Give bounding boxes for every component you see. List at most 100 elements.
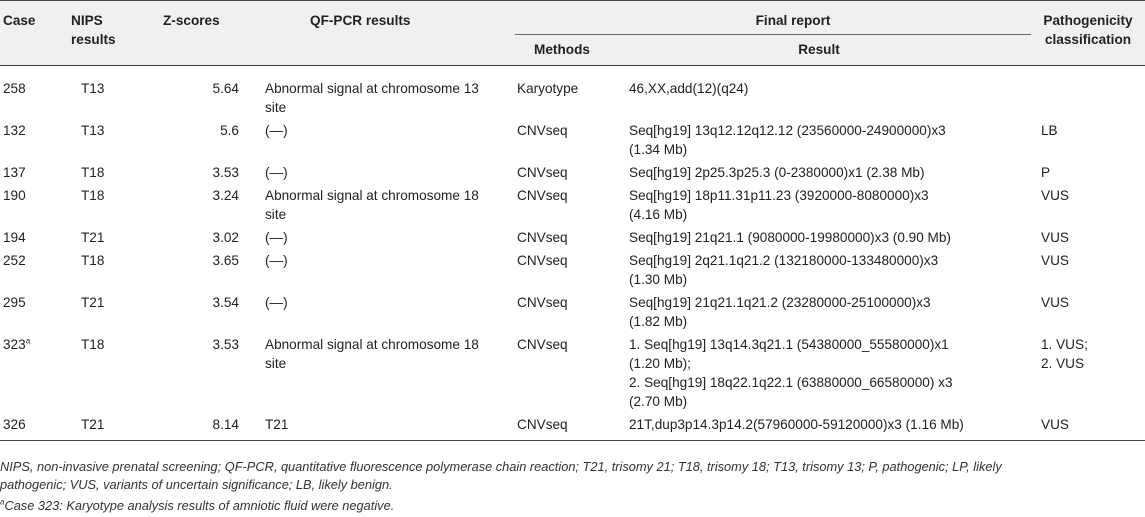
pathogenicity-line: P xyxy=(1041,165,1051,180)
result-line: (4.16 Mb) xyxy=(629,207,688,222)
result-line: (1.34 Mb) xyxy=(629,142,688,157)
cell-z-score: 3.65 xyxy=(212,253,239,268)
case-number: 132 xyxy=(3,123,26,138)
cell-qf-pcr: (—) xyxy=(246,119,515,161)
table-row: 326 T21 8.14 T21 CNVseq 21T,dup3p14.3p14.2(57… xyxy=(0,413,1145,441)
cell-method: Karyotype xyxy=(517,81,579,96)
cell-qf-pcr: Abnormal signal at chromosome 18 site xyxy=(246,184,515,226)
result-line: (1.20 Mb); xyxy=(629,356,691,371)
header-nips-line1: NIPS xyxy=(71,13,103,28)
cell-qf-pcr: (—) xyxy=(246,161,515,184)
cell-case: 190 xyxy=(0,184,66,226)
header-pathogenicity: Pathogenicity classification xyxy=(1031,0,1145,66)
footnote-abbrev-line2: pathogenic; VUS, variants of uncertain s… xyxy=(0,477,393,492)
header-methods: Methods xyxy=(515,34,607,66)
pathogenicity-line: 2. VUS xyxy=(1041,356,1085,371)
header-result: Result xyxy=(607,34,1031,66)
cell-method: CNVseq xyxy=(517,123,568,138)
header-final-report: Final report xyxy=(515,0,1031,35)
cell-nips: T13 xyxy=(81,123,105,138)
cell-pathogenicity: VUS xyxy=(1031,184,1145,226)
cell-z-score: 5.64 xyxy=(212,81,239,96)
case-number: 137 xyxy=(3,165,26,180)
cell-case: 323a xyxy=(0,333,66,413)
table-row: 252 T18 3.65 (—) CNVseq Seq[hg19] 2q21.1q21.2… xyxy=(0,249,1145,291)
footnote-note: Case 323: Karyotype analysis results of … xyxy=(4,498,395,513)
header-qf-pcr: QF-PCR results xyxy=(246,0,515,66)
cell-nips: T18 xyxy=(81,188,105,203)
cell-method: CNVseq xyxy=(517,295,568,310)
cell-method: CNVseq xyxy=(517,337,568,352)
case-number: 194 xyxy=(3,230,26,245)
cell-result: 21T,dup3p14.3p14.2(57960000-59120000)x3 … xyxy=(607,413,1031,441)
cell-nips: T21 xyxy=(81,295,105,310)
cell-case: 252 xyxy=(0,249,66,291)
cell-result: 46,XX,add(12)(q24) xyxy=(607,66,1031,120)
table-header: Case NIPS results Z-scores QF-PCR result… xyxy=(0,0,1145,66)
case-number: 252 xyxy=(3,253,26,268)
cell-pathogenicity: 1. VUS; 2. VUS xyxy=(1031,333,1145,413)
result-line: (2.70 Mb) xyxy=(629,394,688,409)
cell-result: 1. Seq[hg19] 13q14.3q21.1 (54380000_5558… xyxy=(607,333,1031,413)
cell-z-score: 8.14 xyxy=(146,413,246,441)
qf-line: site xyxy=(265,207,287,222)
cell-qf-pcr: Abnormal signal at chromosome 18 site xyxy=(246,333,515,413)
qf-line: (—) xyxy=(265,230,288,245)
qf-line: (—) xyxy=(265,123,288,138)
cell-qf-pcr: T21 xyxy=(246,413,515,441)
result-line: Seq[hg19] 21q21.1q21.2 (23280000-2510000… xyxy=(629,295,931,310)
table-row: 194 T21 3.02 (—) CNVseq Seq[hg19] 21q21.1 (90… xyxy=(0,226,1145,249)
cell-result: Seq[hg19] 2p25.3p25.3 (0-2380000)x1 (2.3… xyxy=(607,161,1031,184)
cell-qf-pcr: (—) xyxy=(246,226,515,249)
cell-pathogenicity xyxy=(1031,66,1145,120)
result-line: (1.30 Mb) xyxy=(629,272,688,287)
footnote-abbreviations: NIPS, non-invasive prenatal screening; Q… xyxy=(0,458,1145,494)
cell-pathogenicity: VUS xyxy=(1031,413,1145,441)
cell-z-score: 5.6 xyxy=(220,123,239,138)
header-case: Case xyxy=(0,0,66,66)
case-number: 258 xyxy=(3,81,26,96)
cell-method: CNVseq xyxy=(515,413,607,441)
qf-line: (—) xyxy=(265,165,288,180)
cell-method: CNVseq xyxy=(517,188,568,203)
cell-qf-pcr: (—) xyxy=(246,249,515,291)
header-nips: NIPS results xyxy=(66,0,146,66)
result-line: Seq[hg19] 2q21.1q21.2 (132180000-1334800… xyxy=(629,253,939,268)
cell-case: 132 xyxy=(0,119,66,161)
cell-z-score: 3.02 xyxy=(212,230,239,245)
qf-line: (—) xyxy=(265,253,288,268)
qf-line: Abnormal signal at chromosome 18 xyxy=(265,188,479,203)
pathogenicity-line: VUS xyxy=(1041,230,1069,245)
cell-qf-pcr: Abnormal signal at chromosome 13 site xyxy=(246,66,515,120)
case-number: 295 xyxy=(3,295,26,310)
cell-result: Seq[hg19] 18p11.31p11.23 (3920000-808000… xyxy=(607,184,1031,226)
result-line: Seq[hg19] 13q12.12q12.12 (23560000-24900… xyxy=(629,123,946,138)
case-number: 190 xyxy=(3,188,26,203)
cell-pathogenicity: P xyxy=(1031,161,1145,184)
cell-z-score: 3.53 xyxy=(212,337,239,352)
cell-pathogenicity: VUS xyxy=(1031,291,1145,333)
pathogenicity-line: LB xyxy=(1041,123,1058,138)
result-line: (1.82 Mb) xyxy=(629,314,688,329)
case-number: 326 xyxy=(3,417,26,432)
table-row: 258 T13 5.64 Abnormal signal at chromosome … xyxy=(0,66,1145,120)
cell-nips: T18 xyxy=(81,253,105,268)
qf-line: Abnormal signal at chromosome 18 xyxy=(265,337,479,352)
cell-nips: T18 xyxy=(81,165,105,180)
result-line: Seq[hg19] 2p25.3p25.3 (0-2380000)x1 (2.3… xyxy=(629,165,925,180)
cell-pathogenicity: LB xyxy=(1031,119,1145,161)
pathogenicity-line: 1. VUS; xyxy=(1041,337,1088,352)
header-path-line1: Pathogenicity xyxy=(1043,13,1133,28)
table-row: 295 T21 3.54 (—) CNVseq Seq[hg19] 21q21.1q21.… xyxy=(0,291,1145,333)
pathogenicity-line: VUS xyxy=(1041,188,1069,203)
header-z-scores: Z-scores xyxy=(146,0,246,66)
result-line: Seq[hg19] 18p11.31p11.23 (3920000-808000… xyxy=(629,188,929,203)
qf-line: (—) xyxy=(265,295,288,310)
footnote-abbrev-line1: NIPS, non-invasive prenatal screening; Q… xyxy=(0,459,1002,474)
table-body: 258 T13 5.64 Abnormal signal at chromosome … xyxy=(0,66,1145,441)
result-line: 2. Seq[hg19] 18q22.1q22.1 (63880000_6658… xyxy=(629,375,953,390)
result-line: 46,XX,add(12)(q24) xyxy=(629,81,749,96)
cell-case: 295 xyxy=(0,291,66,333)
qf-line: T21 xyxy=(265,417,289,432)
